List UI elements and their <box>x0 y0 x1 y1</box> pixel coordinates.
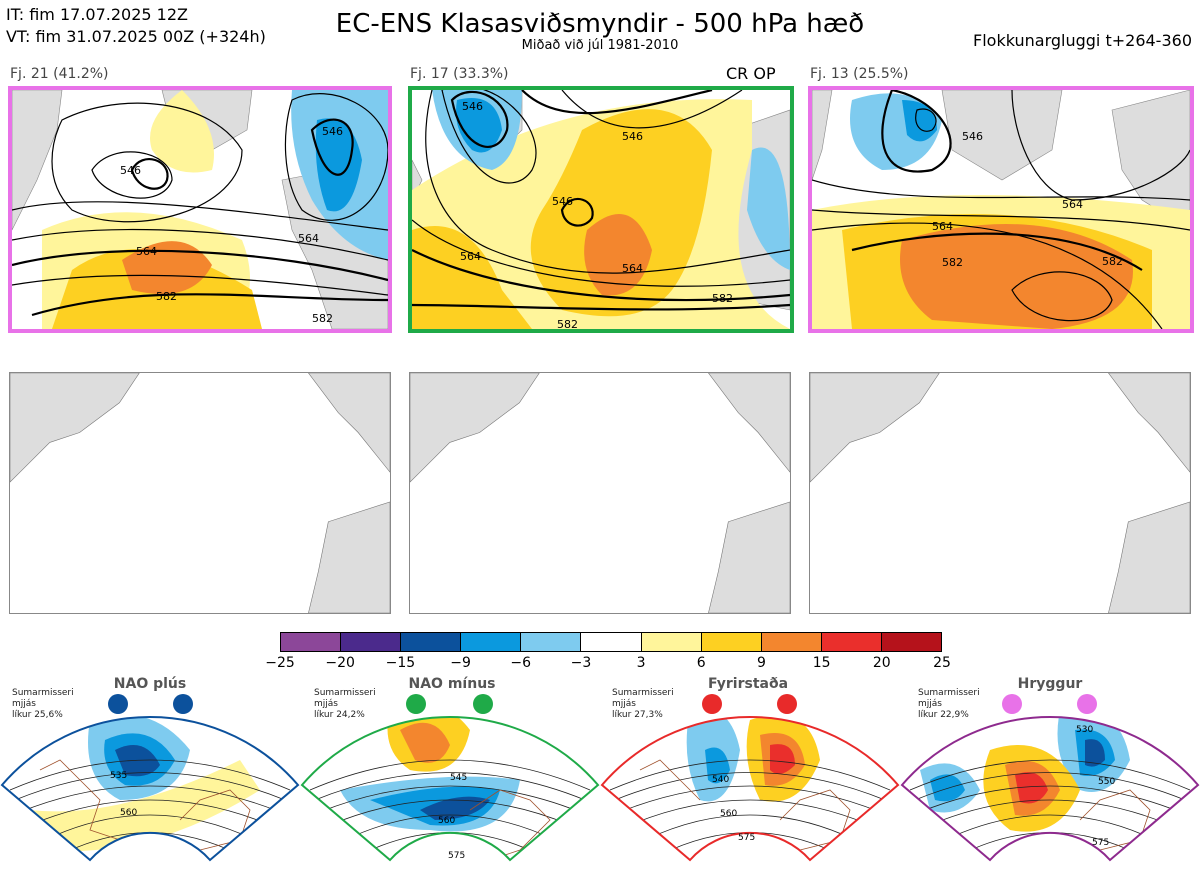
contour-label: 564 <box>1062 198 1083 211</box>
issue-info: IT: fim 17.07.2025 12Z VT: fim 31.07.202… <box>6 4 266 48</box>
contour-label: 582 <box>312 312 333 325</box>
empty-map-1 <box>9 372 391 614</box>
cluster-map-1[interactable]: 546 546 564 564 582 582 <box>8 86 392 333</box>
regime-note-blocking: Sumarmisseri mjjás líkur 27,3% <box>612 688 674 720</box>
empty-map-3 <box>809 372 1191 614</box>
empty-map-2-land <box>410 373 790 613</box>
colorbar-tick-label: 20 <box>872 655 891 671</box>
contour-label: 582 <box>712 292 733 305</box>
contour-label: 564 <box>622 262 643 275</box>
contour-label: 560 <box>120 808 137 818</box>
issue-time: IT: fim 17.07.2025 12Z <box>6 5 188 24</box>
regime-title-nao-plus: NAO plús <box>113 676 187 692</box>
empty-map-1-land <box>10 373 390 613</box>
contour-label: 564 <box>136 245 157 258</box>
contour-label: 546 <box>322 125 343 138</box>
cluster-map-3-figure: 546 564 564 582 582 <box>812 90 1190 329</box>
regime-title-nao-minus: NAO mínus <box>408 676 496 692</box>
colorbar-swatch <box>821 633 882 651</box>
contour-label: 560 <box>438 816 455 826</box>
colorbar-tick-label: 6 <box>696 655 706 671</box>
empty-map-3-land <box>810 373 1190 613</box>
colorbar-ticks: −25 −20 −15 −9 −6 −3 3 6 9 15 20 25 <box>0 655 1200 673</box>
page-title: EC-ENS Klasasviðsmyndir - 500 hPa hæð <box>335 9 865 39</box>
cluster-map-2-figure: 546 546 546 564 564 582 582 <box>412 90 790 329</box>
cluster-map-3[interactable]: 546 564 564 582 582 <box>808 86 1194 333</box>
colorbar-tick-label: −25 <box>265 655 295 671</box>
contour-label: 564 <box>932 220 953 233</box>
contour-label: 540 <box>712 775 729 785</box>
contour-label: 582 <box>557 318 578 329</box>
contour-label: 575 <box>1092 838 1109 848</box>
colorbar-swatch <box>881 633 942 651</box>
colorbar-tick-label: 25 <box>933 655 951 671</box>
contour-label: 564 <box>460 250 481 263</box>
colorbar-swatch <box>341 633 402 651</box>
contour-label: 560 <box>720 809 737 819</box>
colorbar-tick-label: −9 <box>450 655 471 671</box>
empty-map-2 <box>409 372 791 614</box>
contour-label: 546 <box>120 164 141 177</box>
page-subtitle: Miðað við júl 1981-2010 <box>521 38 679 53</box>
contour-label: 575 <box>738 833 755 843</box>
contour-label: 582 <box>942 256 963 269</box>
contour-label: 535 <box>110 771 127 781</box>
regime-note-nao-plus: Sumarmisseri mjjás líkur 25,6% <box>12 688 74 720</box>
regime-title-blocking: Fyrirstaða <box>707 676 789 692</box>
colorbar-swatch <box>461 633 522 651</box>
colorbar-swatch <box>521 633 582 651</box>
regime-note-nao-minus: Sumarmisseri mjjás líkur 24,2% <box>314 688 376 720</box>
colorbar-tick-label: −3 <box>570 655 592 671</box>
colorbar-tick-label: −6 <box>510 655 532 671</box>
regime-map-ridge[interactable]: 530 550 575 <box>900 690 1200 871</box>
panel-label-1: Fj. 21 (41.2%) <box>10 66 109 82</box>
valid-time: VT: fim 31.07.2025 00Z (+324h) <box>6 27 266 46</box>
contour-label: 582 <box>156 290 177 303</box>
colorbar-tick-label: −20 <box>325 655 355 671</box>
classification-window: Flokkunargluggi t+264-360 <box>973 31 1192 50</box>
colorbar-tick-label: −15 <box>385 655 416 671</box>
colorbar-swatch <box>581 633 642 651</box>
contour-label: 546 <box>462 100 483 113</box>
colorbar-swatch <box>281 633 342 651</box>
contour-label: 530 <box>1076 725 1093 735</box>
colorbar-tick-label: 9 <box>756 655 766 671</box>
colorbar-swatch <box>401 633 462 651</box>
contour-label: 582 <box>1102 255 1123 268</box>
contour-label: 546 <box>962 130 983 143</box>
contour-label: 546 <box>552 195 573 208</box>
cluster-map-1-figure: 546 546 564 564 582 582 <box>12 90 388 329</box>
panel-label-3: Fj. 13 (25.5%) <box>810 66 909 82</box>
contour-label: 550 <box>1098 777 1115 787</box>
regime-note-ridge: Sumarmisseri mjjás líkur 22,9% <box>918 688 980 720</box>
regime-map-blocking[interactable]: 540 560 575 <box>600 690 900 871</box>
regime-map-nao-minus[interactable]: 545 560 575 <box>300 690 600 871</box>
regime-title-ridge: Hryggur <box>1017 676 1083 692</box>
colorbar-swatch <box>701 633 762 651</box>
panel-label-2: Fj. 17 (33.3%) <box>410 66 509 82</box>
contour-label: 546 <box>622 130 643 143</box>
anomaly-colorbar <box>280 632 942 652</box>
cr-op-tag: CR OP <box>726 64 776 83</box>
colorbar-tick-label: 3 <box>636 655 646 671</box>
regime-map-nao-plus[interactable]: 535 560 <box>0 690 300 871</box>
colorbar-tick-label: 15 <box>812 655 831 671</box>
colorbar-swatch <box>761 633 822 651</box>
contour-label: 575 <box>448 851 465 861</box>
colorbar-swatch <box>641 633 702 651</box>
cluster-map-2[interactable]: 546 546 546 564 564 582 582 <box>408 86 794 333</box>
contour-label: 564 <box>298 232 319 245</box>
contour-label: 545 <box>450 773 467 783</box>
